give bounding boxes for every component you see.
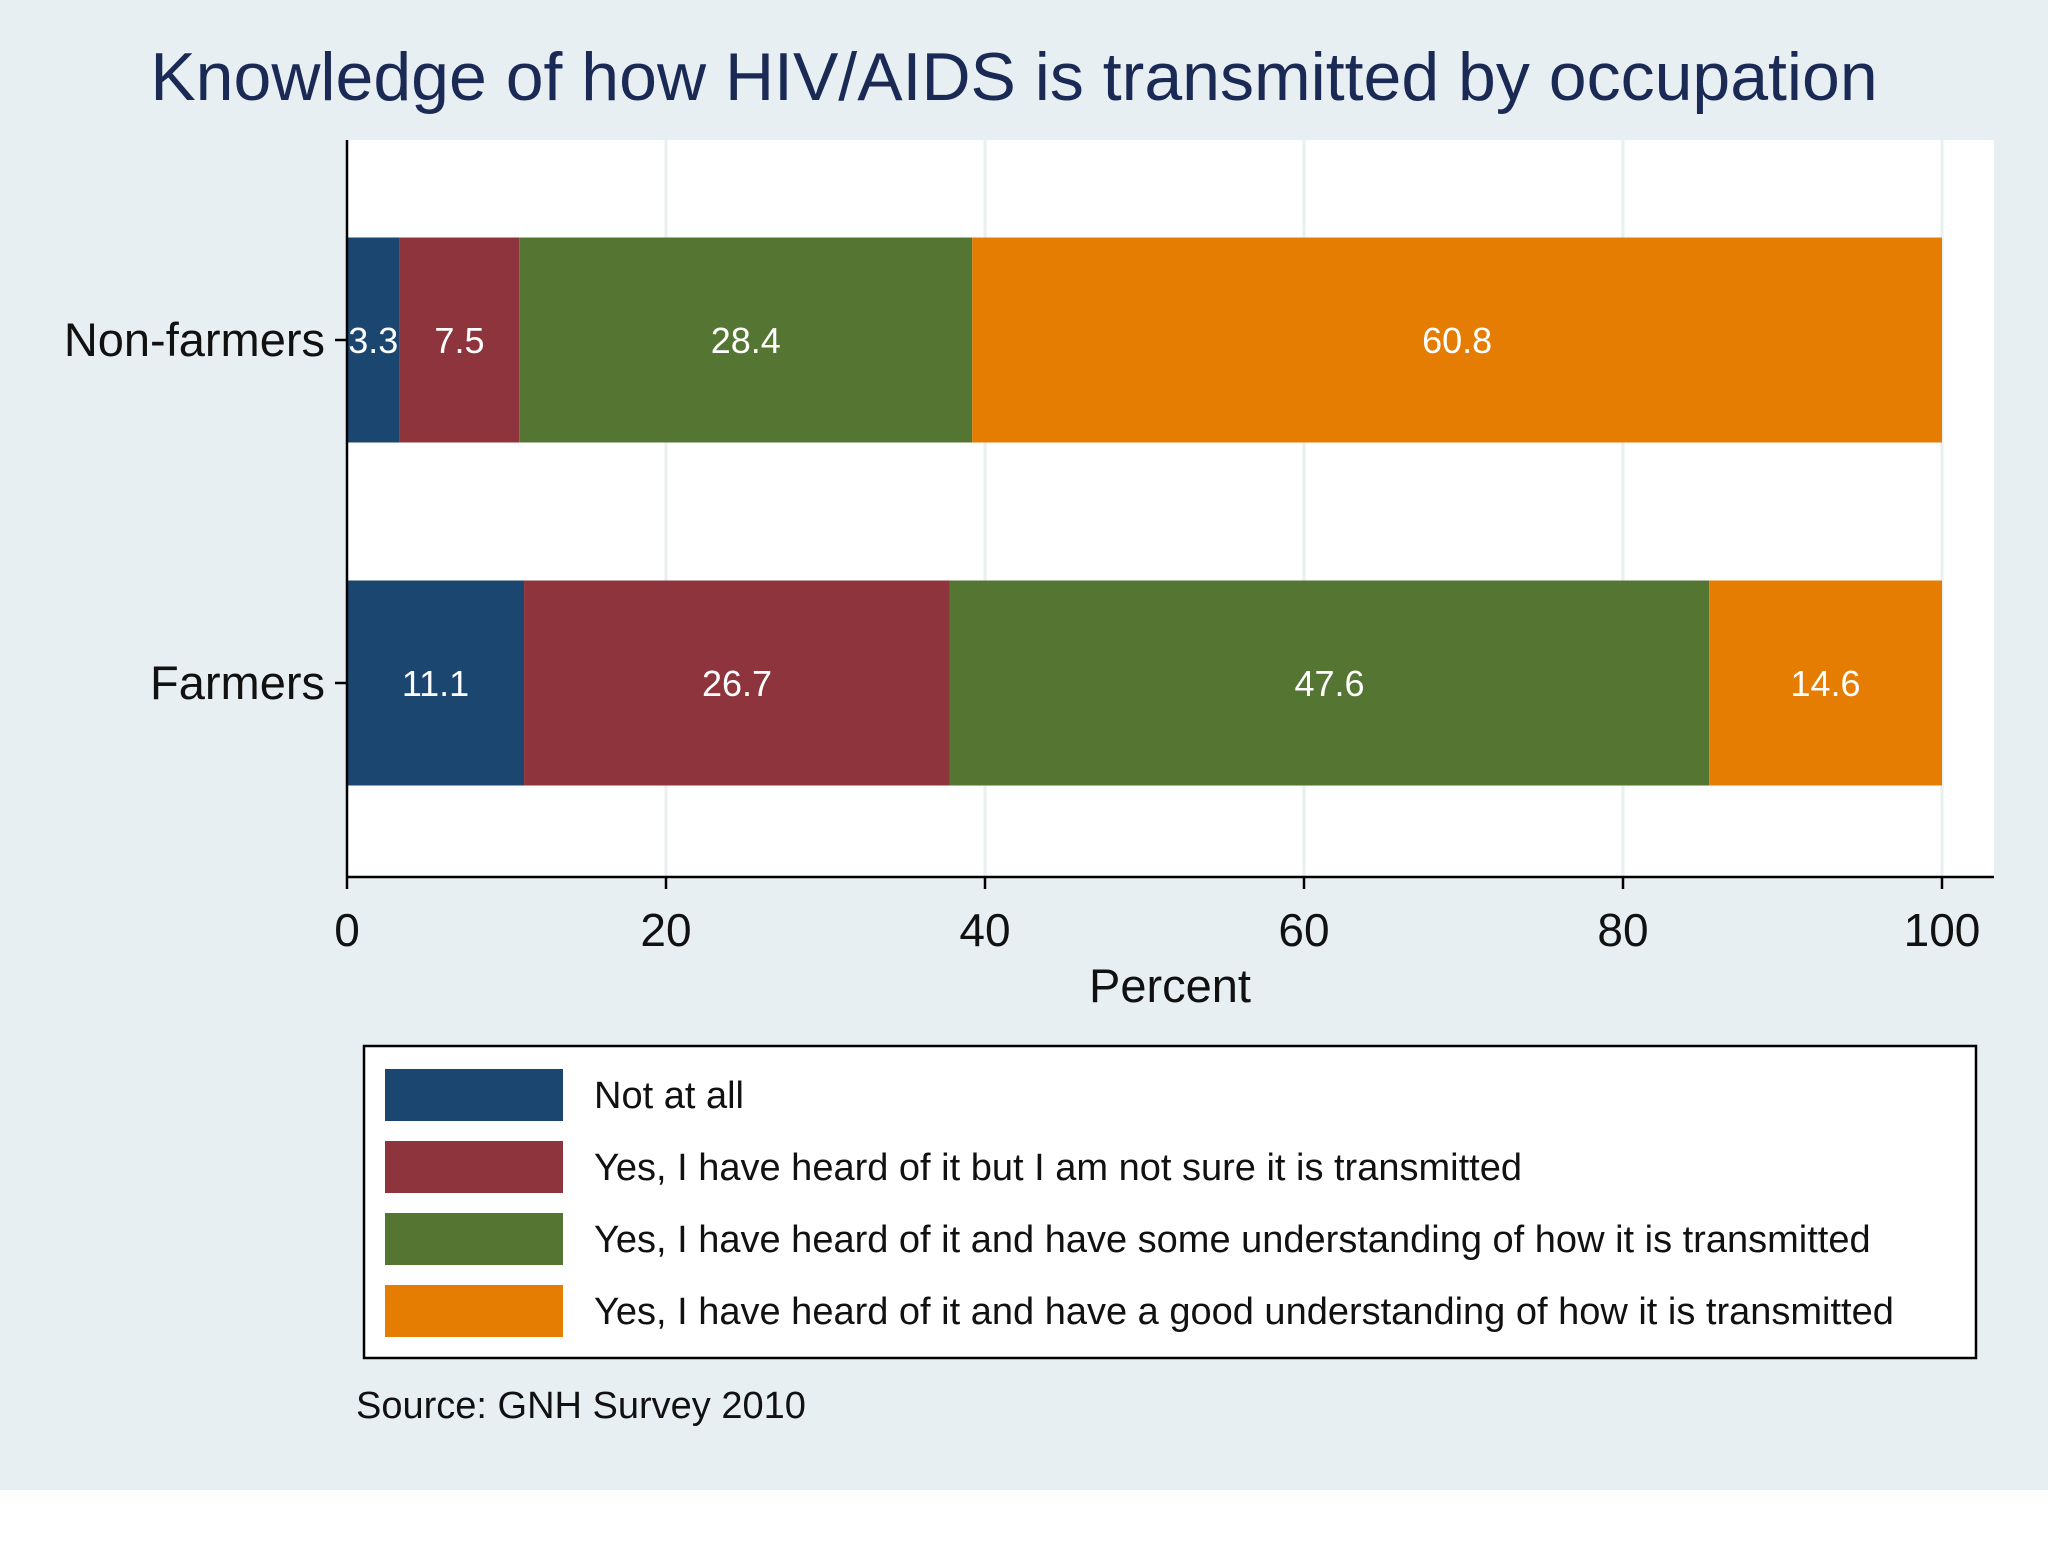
x-tick-label: 40: [959, 904, 1010, 956]
legend: Not at all Yes, I have heard of it but I …: [385, 1069, 1894, 1337]
bar-segment: [1709, 580, 1942, 786]
legend-label: Yes, I have heard of it but I am not sur…: [594, 1147, 1522, 1189]
legend-swatch: [385, 1141, 563, 1193]
bar-segment: [949, 580, 1710, 786]
legend-box: [362, 1044, 1978, 1360]
bar-value-label: 60.8: [1422, 320, 1492, 361]
x-tick-label: 20: [640, 904, 691, 956]
x-tick-label: 0: [334, 904, 360, 956]
legend-label: Yes, I have heard of it and have a good …: [594, 1291, 1894, 1333]
bar-series: 3.3 7.5 28.4 60.8 11.1 26.7 47.6 14.6: [347, 237, 1942, 786]
bar-segment: [519, 237, 973, 443]
y-category-label: Non-farmers: [64, 313, 325, 366]
x-tick-label: 100: [1904, 904, 1981, 956]
bar-value-label: 28.4: [711, 320, 781, 361]
legend-swatch: [385, 1069, 563, 1121]
x-tick-label: 80: [1597, 904, 1648, 956]
bar-segment: [347, 237, 400, 443]
bar-value-label: 7.5: [434, 320, 484, 361]
bar-segment: [524, 580, 950, 786]
legend-label: Yes, I have heard of it and have some un…: [594, 1219, 1871, 1261]
legend-swatch: [385, 1285, 563, 1337]
bar-segment: [347, 580, 525, 786]
bar-value-label: 11.1: [402, 663, 469, 704]
legend-label: Not at all: [594, 1075, 744, 1117]
chart-title: Knowledge of how HIV/AIDS is transmitted…: [150, 39, 1877, 115]
y-category-label: Farmers: [150, 656, 325, 709]
bar-value-label: 26.7: [702, 663, 772, 704]
bar-value-label: 47.6: [1294, 663, 1364, 704]
x-tick-label: 60: [1278, 904, 1329, 956]
source-note: Source: GNH Survey 2010: [356, 1385, 806, 1427]
x-axis-title: Percent: [1089, 959, 1251, 1012]
axes: 0 20 40 60 80 100 Non-farmers Farmers: [64, 140, 1994, 956]
legend-swatch: [385, 1213, 563, 1265]
bar-value-label: 14.6: [1791, 663, 1861, 704]
bar-segment: [399, 237, 520, 443]
bar-segment: [972, 237, 1942, 443]
bar-value-label: 3.3: [348, 320, 398, 361]
